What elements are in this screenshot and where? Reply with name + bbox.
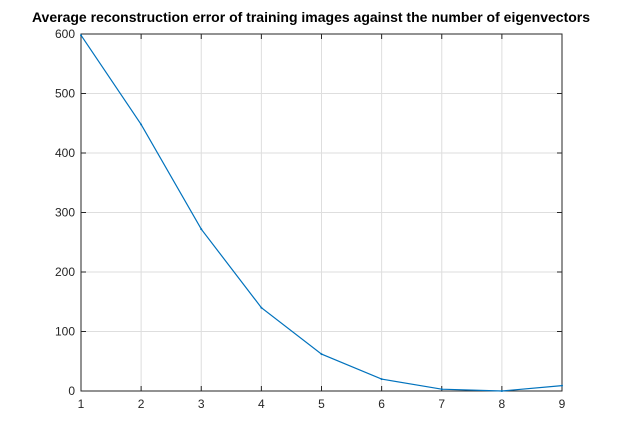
data-point [440,388,443,391]
x-tick-label: 9 [559,397,566,411]
axes-box [80,33,563,392]
data-point [260,306,263,309]
x-tick-label: 5 [318,397,325,411]
data-point [380,378,383,381]
y-tick-label: 0 [68,384,75,398]
y-tick-label: 600 [55,27,75,41]
y-tick-label: 300 [55,206,75,220]
x-tick-label: 2 [138,397,145,411]
data-point [320,353,323,356]
x-tick-label: 4 [258,397,265,411]
x-tick-label: 7 [438,397,445,411]
y-tick-label: 200 [55,265,75,279]
x-tick-label: 6 [378,397,385,411]
x-tick-label: 8 [499,397,506,411]
chart-title: Average reconstruction error of training… [31,9,591,25]
data-point [561,384,563,387]
data-point [500,390,503,392]
data-point [140,123,143,126]
y-tick-label: 400 [55,146,75,160]
x-tick-label: 1 [78,397,85,411]
data-point [200,228,203,231]
data-point [80,34,82,37]
x-tick-label: 3 [198,397,205,411]
y-tick-label: 100 [55,325,75,339]
y-tick-label: 500 [55,87,75,101]
